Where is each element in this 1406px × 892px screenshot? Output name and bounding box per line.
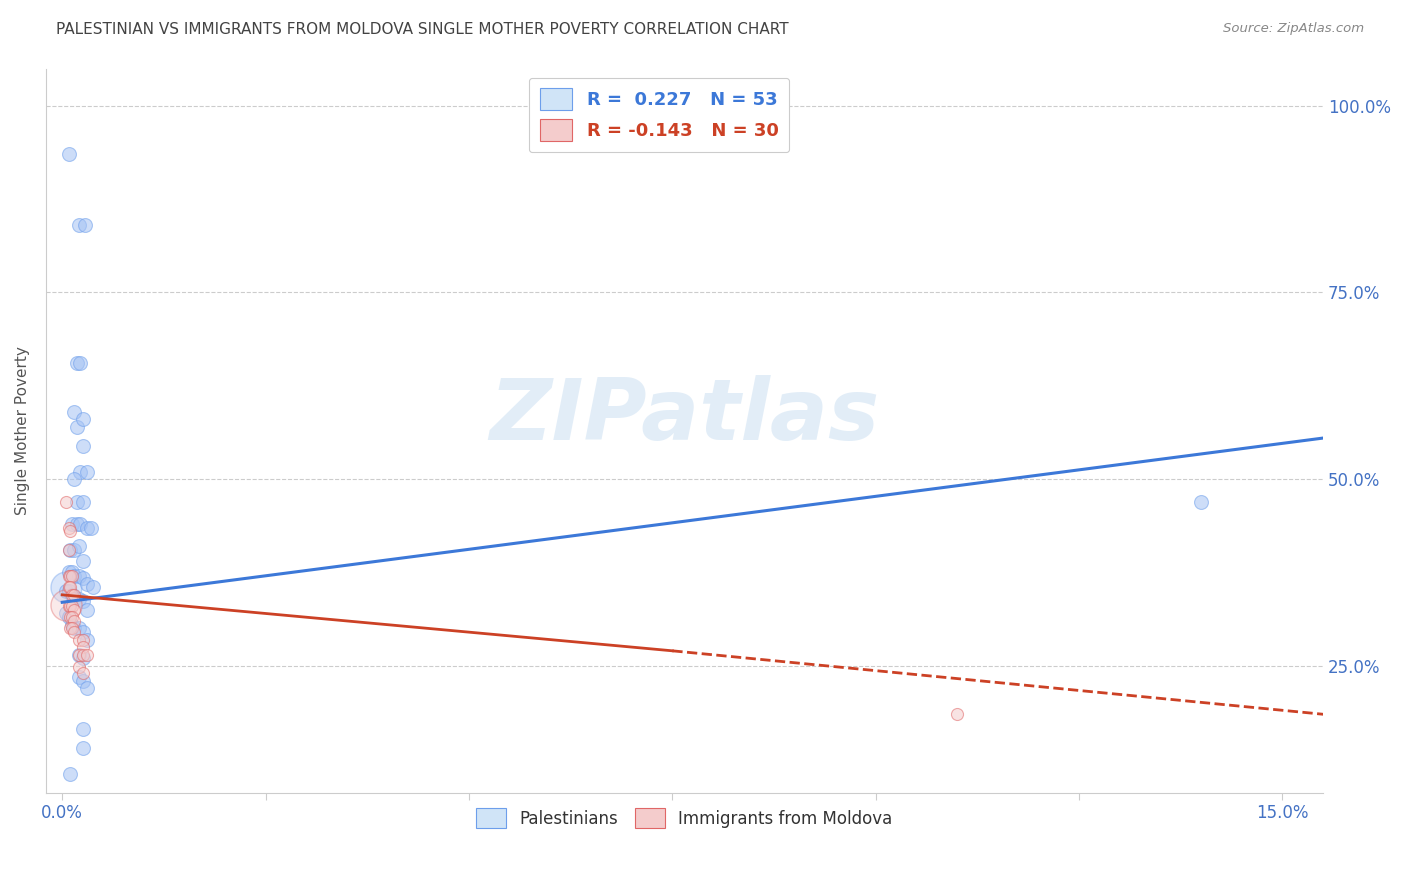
Point [59,543,82,558]
Point [67,660,90,674]
Point [60,599,83,613]
Point [66,356,89,370]
Point [59,524,82,539]
Point [60,622,83,636]
Point [58,543,80,558]
Point [63,622,86,636]
Point [59,610,82,624]
Point [946,707,969,722]
Point [72,632,94,647]
Point [76,681,98,695]
Point [76,521,98,535]
Point [76,576,98,591]
Legend: Palestinians, Immigrants from Moldova: Palestinians, Immigrants from Moldova [470,801,900,835]
Point [72,594,94,608]
Point [76,648,98,662]
Point [76,603,98,617]
Point [72,666,94,681]
Point [60,588,83,602]
Point [63,472,86,486]
Point [72,722,94,736]
Point [72,625,94,640]
Point [67,569,90,583]
Text: ZIPatlas: ZIPatlas [489,375,880,458]
Point [66,420,89,434]
Point [63,543,86,558]
Point [67,219,90,233]
Point [72,438,94,452]
Point [60,569,83,583]
Point [58,584,80,599]
Point [59,569,82,583]
Point [60,610,83,624]
Point [55,598,77,612]
Point [72,673,94,688]
Point [72,640,94,654]
Point [82,580,104,594]
Point [58,599,80,613]
Point [59,767,82,781]
Point [55,580,77,594]
Point [67,539,90,553]
Y-axis label: Single Mother Poverty: Single Mother Poverty [15,346,30,515]
Point [72,554,94,568]
Point [73,219,96,233]
Point [72,494,94,508]
Point [60,516,83,531]
Point [55,607,77,621]
Point [66,516,89,531]
Point [67,622,90,636]
Point [55,494,77,508]
Point [72,648,94,662]
Point [69,465,91,479]
Point [58,569,80,583]
Point [58,147,80,161]
Point [72,740,94,755]
Point [1189,494,1212,508]
Point [55,584,77,599]
Point [59,580,82,594]
Text: PALESTINIAN VS IMMIGRANTS FROM MOLDOVA SINGLE MOTHER POVERTY CORRELATION CHART: PALESTINIAN VS IMMIGRANTS FROM MOLDOVA S… [56,22,789,37]
Point [63,588,86,602]
Point [76,465,98,479]
Point [63,569,86,583]
Text: Source: ZipAtlas.com: Source: ZipAtlas.com [1223,22,1364,36]
Point [59,622,82,636]
Point [63,405,86,419]
Point [72,571,94,585]
Point [72,412,94,426]
Point [69,356,91,370]
Point [67,648,90,662]
Point [67,670,90,684]
Point [60,617,83,632]
Point [80,521,103,535]
Point [72,651,94,665]
Point [60,588,83,602]
Point [60,566,83,580]
Point [58,580,80,594]
Point [69,516,91,531]
Point [63,614,86,628]
Point [63,625,86,640]
Point [67,591,90,606]
Point [63,591,86,606]
Point [67,648,90,662]
Point [58,566,80,580]
Point [66,494,89,508]
Point [63,603,86,617]
Point [76,632,98,647]
Point [59,599,82,613]
Point [58,610,80,624]
Point [67,632,90,647]
Point [58,521,80,535]
